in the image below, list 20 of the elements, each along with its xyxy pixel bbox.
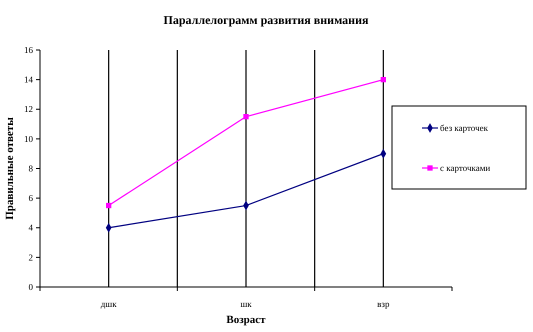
y-tick-label: 14 [24,74,34,85]
y-tick-label: 10 [24,134,34,144]
x-tick-label: шк [240,299,252,309]
x-axis-title: Возраст [226,314,266,326]
point [106,202,112,208]
x-tick-label: дшк [100,299,118,309]
x-tick-label: взр [377,299,390,309]
y-tick-label: 16 [24,44,34,55]
point [380,76,386,82]
y-tick-label: 4 [28,222,34,233]
y-axis-title: Правильные ответы [4,116,16,220]
y-tick-label: 12 [24,104,33,114]
legend-label: с карточками [440,163,490,173]
y-tick-label: 2 [28,252,33,262]
y-tick-label: 6 [28,193,34,204]
y-tick-label: 8 [28,163,34,174]
point [243,114,249,120]
chart-title: Параллелограмм развития внимания [163,13,370,27]
y-tick-label: 0 [28,282,34,292]
legend-label: без карточек [440,123,489,133]
